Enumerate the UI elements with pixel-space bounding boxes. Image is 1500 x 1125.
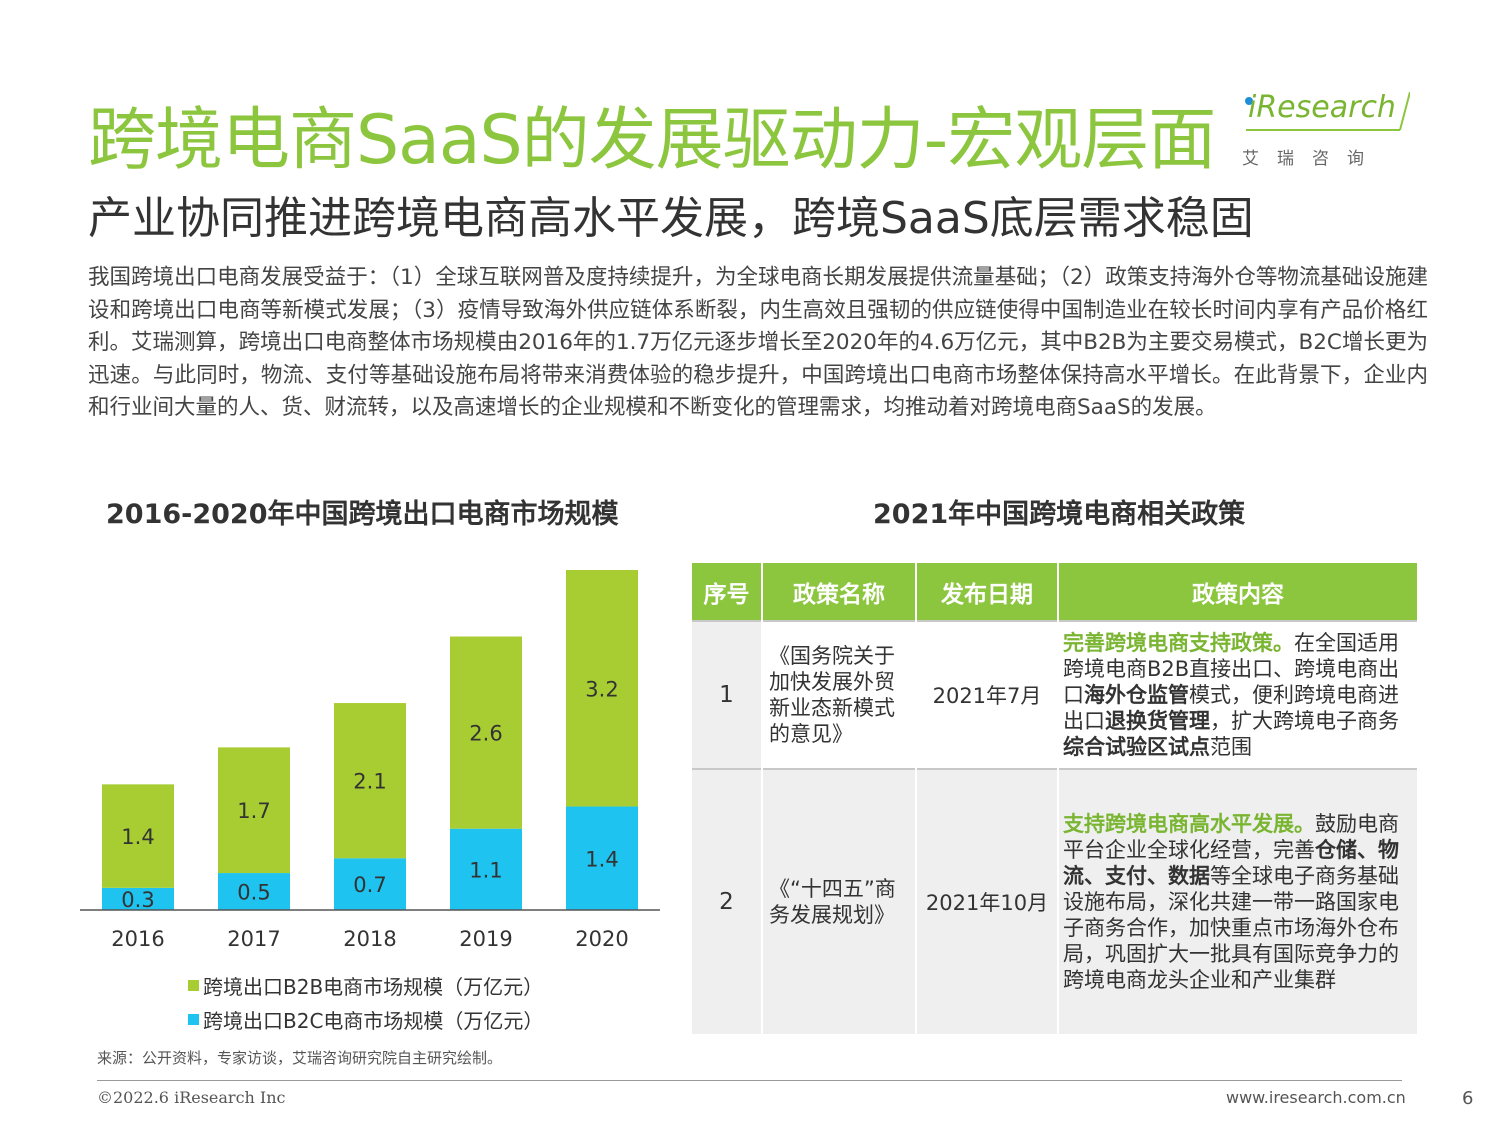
legend-item-b2b: 跨境出口B2B电商市场规模（万亿元） <box>188 968 543 1002</box>
footer-divider <box>97 1080 1402 1081</box>
data-label: 2.6 <box>469 722 502 746</box>
row-date: 2021年7月 <box>916 620 1059 769</box>
bar-b2b <box>334 703 406 859</box>
page-number: 6 <box>1462 1088 1474 1109</box>
data-label: 3.2 <box>585 677 618 701</box>
source-note: 来源：公开资料，专家访谈，艾瑞咨询研究院自主研究绘制。 <box>97 1049 503 1067</box>
bar-b2c <box>566 806 638 910</box>
x-tick-label: 2019 <box>459 927 512 951</box>
content-run: 等全球电子商务基础设施布局，深化共建一带一路国家电子商务合作，加快重点市场海外仓… <box>1063 864 1399 992</box>
legend-swatch-b2b <box>188 979 199 991</box>
data-label: 0.7 <box>353 873 386 897</box>
row-policy-name: 《国务院关于加快发展外贸新业态新模式的意见》 <box>762 620 917 769</box>
chart-legend: 跨境出口B2B电商市场规模（万亿元） 跨境出口B2C电商市场规模（万亿元） <box>188 968 543 1036</box>
row-content: 支持跨境电商高水平发展。鼓励电商平台企业全球化经营，完善仓储、物流、支付、数据等… <box>1058 768 1417 1034</box>
logo-tag-shape <box>1240 92 1410 132</box>
page-title: 跨境电商SaaS的发展驱动力-宏观层面 <box>88 101 1216 180</box>
x-tick-label: 2018 <box>343 927 396 951</box>
header-num: 序号 <box>692 563 763 621</box>
legend-item-b2c: 跨境出口B2C电商市场规模（万亿元） <box>188 1002 543 1036</box>
bar-b2b <box>218 747 290 874</box>
bar-b2c <box>218 873 290 910</box>
row-date: 2021年10月 <box>916 768 1059 1034</box>
content-run: ，扩大跨境电子商务 <box>1210 709 1399 733</box>
x-tick-label: 2020 <box>575 927 628 951</box>
header-name: 政策名称 <box>762 563 917 621</box>
data-label: 1.4 <box>585 847 618 871</box>
content-run: 仓储、物流、支付、数据 <box>1063 838 1399 888</box>
data-label: 1.1 <box>469 858 502 882</box>
content-run: 支持跨境电商高水平发展。 <box>1063 812 1315 836</box>
iresearch-logo: iResearch 艾瑞咨询 <box>1238 86 1428 169</box>
legend-label-b2b: 跨境出口B2B电商市场规模（万亿元） <box>203 974 544 999</box>
data-label: 1.4 <box>121 825 154 849</box>
table-row: 2 《“十四五”商务发展规划》 2021年10月 支持跨境电商高水平发展。鼓励电… <box>692 768 1417 1034</box>
chart-svg: 0.3 1.4 2016 0.5 1.7 2017 0.7 2.1 2018 1.1 2.6 2019… <box>80 570 660 951</box>
data-label: 2.1 <box>353 770 386 794</box>
header-date: 发布日期 <box>916 563 1059 621</box>
chart-title: 2016-2020年中国跨境出口电商市场规模 <box>106 499 619 530</box>
content-run: 鼓励电商平台企业全球化经营，完善 <box>1063 812 1399 862</box>
row-num: 1 <box>692 620 763 769</box>
data-label: 0.5 <box>237 881 270 905</box>
table-header-row: 序号 政策名称 发布日期 政策内容 <box>692 563 1417 621</box>
content-run: 海外仓监管 <box>1084 683 1189 707</box>
bar-b2b <box>102 784 174 888</box>
page-subtitle: 产业协同推进跨境电商高水平发展，跨境SaaS底层需求稳固 <box>88 193 1254 244</box>
intro-paragraph: 我国跨境出口电商发展受益于：（1）全球互联网普及度持续提升，为全球电商长期发展提… <box>88 265 1428 420</box>
bar-b2c <box>334 858 406 910</box>
content-run: 综合试验区试点 <box>1063 735 1210 759</box>
content-run: 在全国适用跨境电商B2B直接出口、跨境电商出口 <box>1063 631 1400 707</box>
policy-table: 序号 政策名称 发布日期 政策内容 1 《国务院关于加快发展外贸新业态新模式的意… <box>692 563 1417 1034</box>
table-row: 1 《国务院关于加快发展外贸新业态新模式的意见》 2021年7月 完善跨境电商支… <box>692 620 1417 769</box>
bar-b2c <box>102 887 174 910</box>
content-run: 完善跨境电商支持政策。 <box>1063 631 1294 655</box>
table-title: 2021年中国跨境电商相关政策 <box>873 499 1246 530</box>
website-url: www.iresearch.com.cn <box>1226 1088 1406 1107</box>
data-label: 0.3 <box>121 888 154 912</box>
logo-text: iResearch <box>1248 90 1396 125</box>
logo-subtext: 艾瑞咨询 <box>1242 149 1382 169</box>
content-run: 范围 <box>1210 735 1252 759</box>
data-label: 1.7 <box>237 799 270 823</box>
row-content: 完善跨境电商支持政策。在全国适用跨境电商B2B直接出口、跨境电商出口海外仓监管模… <box>1058 620 1417 769</box>
copyright: ©2022.6 iResearch Inc <box>97 1088 286 1107</box>
x-tick-label: 2017 <box>227 927 280 951</box>
bar-b2b <box>450 636 522 829</box>
legend-swatch-b2c <box>188 1013 199 1025</box>
x-tick-label: 2016 <box>111 927 164 951</box>
legend-label-b2c: 跨境出口B2C电商市场规模（万亿元） <box>203 1008 544 1033</box>
row-num: 2 <box>692 768 763 1034</box>
header-content: 政策内容 <box>1058 563 1417 621</box>
market-size-chart: 0.3 1.4 2016 0.5 1.7 2017 0.7 2.1 2018 1.1 2.6 2019… <box>70 540 670 1070</box>
row-policy-name: 《“十四五”商务发展规划》 <box>762 768 917 1034</box>
content-run: 模式，便利跨境电商进出口 <box>1063 683 1399 733</box>
bar-b2b <box>566 570 638 807</box>
bar-b2c <box>450 828 522 910</box>
content-run: 退换货管理 <box>1105 709 1210 733</box>
